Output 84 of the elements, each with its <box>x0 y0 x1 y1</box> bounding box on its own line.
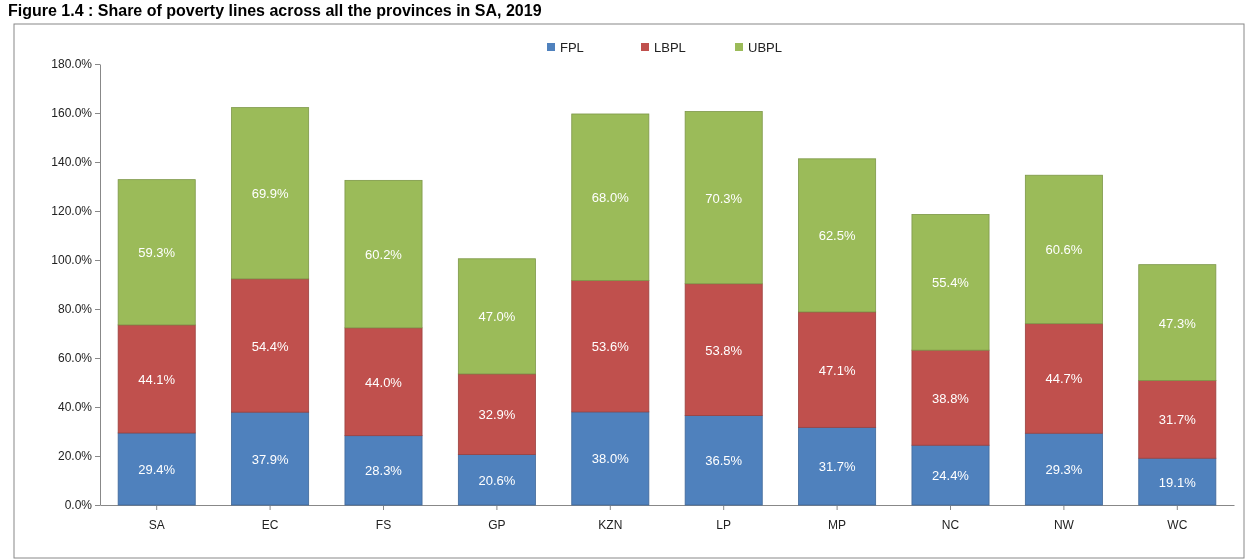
bar <box>798 426 877 506</box>
data-label: 44.0% <box>365 374 403 390</box>
bar <box>457 258 536 375</box>
y-tick-label: 180.0% <box>51 57 93 72</box>
y-tick-label: 100.0% <box>51 253 93 268</box>
data-label: 44.1% <box>138 371 176 387</box>
data-label: 29.4% <box>138 461 176 477</box>
data-label: 38.0% <box>591 451 630 467</box>
data-label: 47.3% <box>1158 315 1197 331</box>
bar <box>1138 380 1217 459</box>
bar <box>231 107 310 280</box>
x-tick-label: KZN <box>598 517 623 532</box>
data-label: 53.6% <box>591 339 630 355</box>
data-label: 36.5% <box>705 453 743 469</box>
data-label: 31.7% <box>818 459 856 475</box>
y-tick-label: 80.0% <box>57 302 93 317</box>
x-tick-label: FS <box>375 517 392 532</box>
x-tick-label: NC <box>941 517 960 532</box>
data-label: 29.3% <box>1045 462 1083 478</box>
y-tick-label: 160.0% <box>51 106 93 121</box>
bar <box>911 349 990 446</box>
bar <box>911 214 990 351</box>
bar <box>231 278 310 413</box>
bar <box>571 280 650 413</box>
chart-title: Figure 1.4 : Share of poverty lines across all the provinces in SA, 2019 <box>8 2 542 19</box>
x-tick-label: EC <box>261 517 279 532</box>
data-label: 37.9% <box>251 451 289 467</box>
x-tick-label: LP <box>716 517 732 532</box>
bar <box>1024 323 1103 434</box>
legend-label: UBPL <box>748 40 782 55</box>
bar <box>1138 264 1217 381</box>
bar <box>344 327 423 437</box>
y-tick-label: 20.0% <box>57 449 93 464</box>
bar <box>117 432 196 506</box>
data-label: 60.6% <box>1045 242 1083 258</box>
y-tick-label: 0.0% <box>64 498 93 513</box>
bar <box>457 454 536 506</box>
bar <box>684 283 763 416</box>
data-label: 54.4% <box>251 338 289 354</box>
bar <box>117 179 196 326</box>
bar <box>911 444 990 506</box>
data-label: 38.8% <box>932 390 970 406</box>
bar <box>571 113 650 281</box>
y-tick-label: 120.0% <box>51 204 93 219</box>
legend-label: LBPL <box>654 40 686 55</box>
data-label: 19.1% <box>1158 474 1197 490</box>
data-label: 47.0% <box>478 309 516 325</box>
bar <box>1138 457 1217 506</box>
bar <box>571 411 650 506</box>
data-label: 31.7% <box>1158 412 1197 428</box>
y-tick-label: 60.0% <box>57 351 93 366</box>
bar <box>798 158 877 313</box>
bar <box>1024 432 1103 506</box>
data-label: 44.7% <box>1045 371 1083 387</box>
data-label: 32.9% <box>478 407 516 423</box>
data-label: 68.0% <box>591 190 630 206</box>
bar <box>1024 174 1103 325</box>
y-tick-label: 40.0% <box>57 400 93 415</box>
legend-label: FPL <box>560 40 584 55</box>
bar <box>344 435 423 506</box>
bar <box>231 411 310 506</box>
x-tick-label: MP <box>828 517 847 532</box>
data-label: 59.3% <box>138 245 176 261</box>
x-tick-label: SA <box>148 517 165 532</box>
data-label: 28.3% <box>365 463 403 479</box>
bar <box>344 179 423 329</box>
x-tick-label: NW <box>1053 517 1075 532</box>
data-label: 24.4% <box>932 468 970 484</box>
bar <box>117 324 196 434</box>
data-label: 53.8% <box>705 342 743 358</box>
x-tick-label: GP <box>488 517 506 532</box>
data-label: 62.5% <box>818 228 856 244</box>
x-tick-label: WC <box>1167 517 1188 532</box>
y-tick-label: 140.0% <box>51 155 93 170</box>
bar <box>457 373 536 455</box>
data-label: 20.6% <box>478 472 516 488</box>
bar <box>684 415 763 506</box>
data-label: 70.3% <box>705 190 743 206</box>
bar <box>684 111 763 285</box>
data-label: 55.4% <box>932 275 970 291</box>
bar <box>798 311 877 428</box>
data-label: 60.2% <box>365 247 403 263</box>
data-label: 69.9% <box>251 186 289 202</box>
data-label: 47.1% <box>818 362 856 378</box>
